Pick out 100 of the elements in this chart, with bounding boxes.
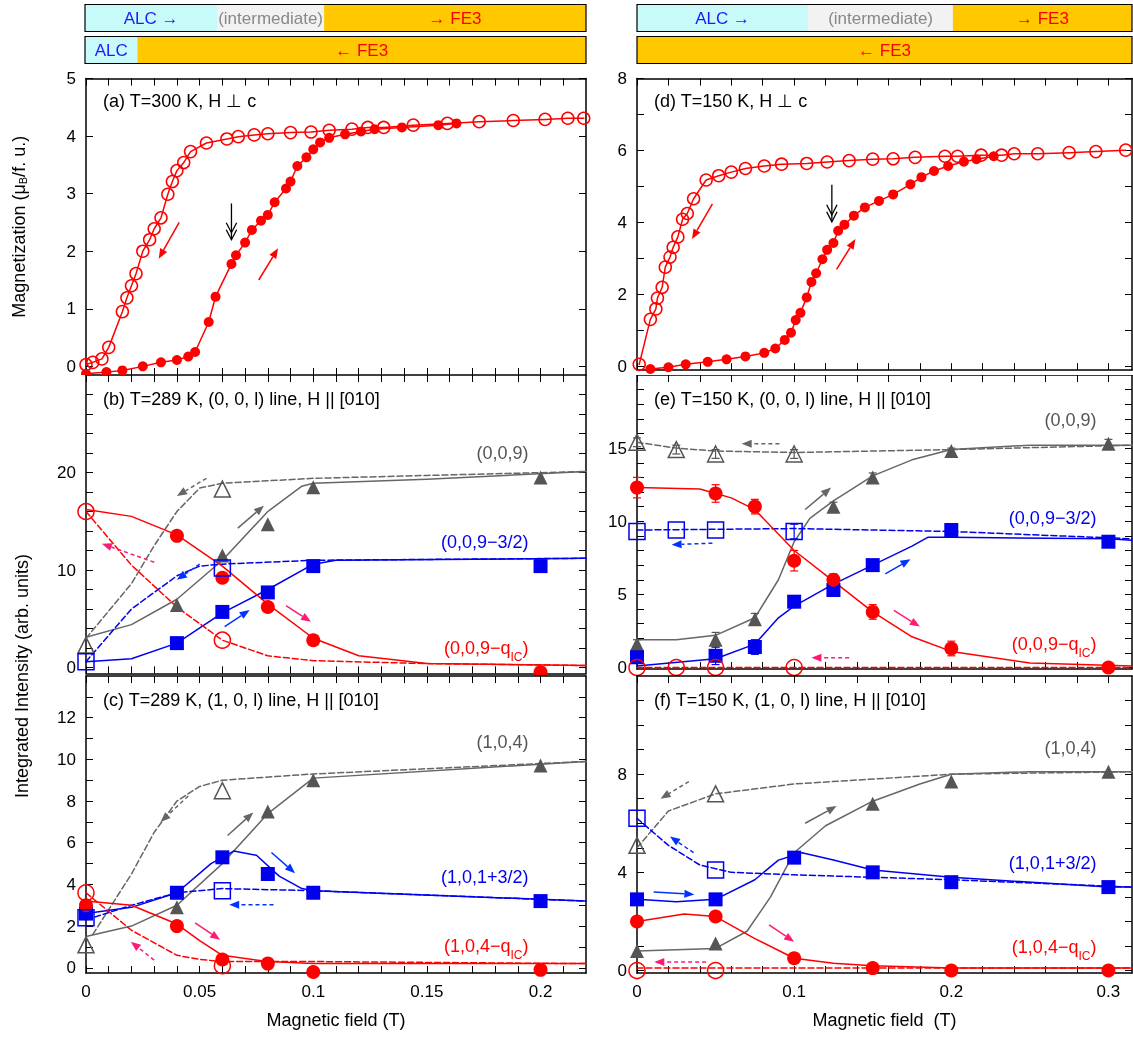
point [628, 522, 646, 541]
point [156, 357, 166, 368]
point [630, 943, 644, 958]
x-tick-label: 0 [632, 982, 642, 1001]
point [630, 914, 644, 929]
y-tick-label: 1 [66, 299, 76, 319]
point [650, 291, 665, 305]
point [306, 773, 321, 788]
point [971, 154, 982, 165]
point [958, 156, 969, 167]
point [649, 302, 663, 316]
y-tick-label: 2 [617, 285, 627, 305]
series-label: (0,0,9−3/2) [440, 532, 529, 553]
point [129, 266, 143, 281]
point [533, 470, 548, 485]
point [740, 351, 751, 362]
point [137, 361, 148, 372]
point [246, 224, 257, 235]
point [1101, 436, 1116, 451]
point [888, 189, 899, 200]
point [169, 900, 184, 915]
point [433, 120, 444, 131]
point [785, 658, 803, 676]
point [260, 517, 275, 532]
x-tick-label: 0.2 [528, 982, 553, 1001]
y-tick-label: 6 [617, 141, 627, 160]
point [322, 123, 336, 138]
point [215, 604, 230, 619]
point [306, 559, 321, 574]
point [738, 161, 753, 176]
point [292, 161, 303, 172]
data-label: ALC → [695, 8, 751, 28]
point [260, 804, 275, 819]
y-tick-label: 8 [66, 791, 76, 811]
point [472, 114, 486, 129]
point [203, 317, 214, 328]
point [231, 129, 246, 144]
point [974, 148, 988, 162]
series-label: (1,0,4) [476, 731, 529, 752]
point [1101, 880, 1116, 895]
point [304, 125, 318, 139]
point [142, 232, 157, 247]
point [916, 172, 927, 183]
point [905, 179, 916, 190]
point [1118, 143, 1133, 157]
point [865, 558, 880, 573]
point [240, 237, 251, 248]
point [165, 174, 180, 189]
point [95, 352, 109, 366]
data-label: (intermediate) [218, 8, 324, 28]
point [645, 364, 656, 375]
point [176, 155, 191, 170]
point [1062, 145, 1076, 160]
series-label: (1,0,4−q$_{IC}$) [1011, 936, 1097, 963]
series-label: (1,0,4−q$_{IC}$) [443, 935, 529, 962]
point [944, 963, 959, 978]
point [706, 521, 725, 539]
point [376, 120, 391, 135]
point [708, 892, 723, 907]
point [231, 250, 241, 261]
point [356, 126, 366, 137]
point [1007, 147, 1021, 161]
point [340, 129, 351, 140]
point [711, 168, 726, 183]
y-tick-label: 10 [57, 560, 76, 580]
point [865, 865, 880, 880]
point [826, 499, 841, 514]
point [283, 125, 298, 140]
point [655, 280, 669, 295]
point [828, 238, 839, 249]
point [628, 836, 646, 855]
point [675, 212, 690, 227]
point [77, 502, 95, 521]
point [161, 187, 175, 201]
series-label: (1,0,1+3/2) [1008, 853, 1097, 874]
point [944, 444, 959, 459]
point [938, 149, 952, 164]
point [396, 122, 407, 133]
data-label: → FE3 [428, 8, 482, 28]
point [680, 206, 695, 221]
point [79, 357, 93, 372]
point [839, 219, 850, 230]
point [306, 964, 321, 979]
data-label: → FE3 [1015, 8, 1069, 28]
point [950, 149, 965, 164]
x-tick-label: 0.1 [782, 982, 806, 1001]
point [561, 111, 575, 125]
point [315, 137, 326, 148]
point [786, 327, 796, 338]
x-tick-label: 0.05 [183, 982, 217, 1001]
point [865, 152, 880, 166]
point [260, 956, 275, 971]
series-label: (0,0,9−q$_{IC}$) [443, 638, 529, 665]
point [124, 279, 139, 293]
point [770, 343, 781, 354]
y-tick-label: 5 [66, 69, 76, 88]
point [747, 612, 762, 627]
point [658, 260, 673, 274]
data-label: ALC → [123, 8, 179, 28]
text: (c) T=289 K, (1, 0, l) line, H || [010] [103, 690, 379, 710]
